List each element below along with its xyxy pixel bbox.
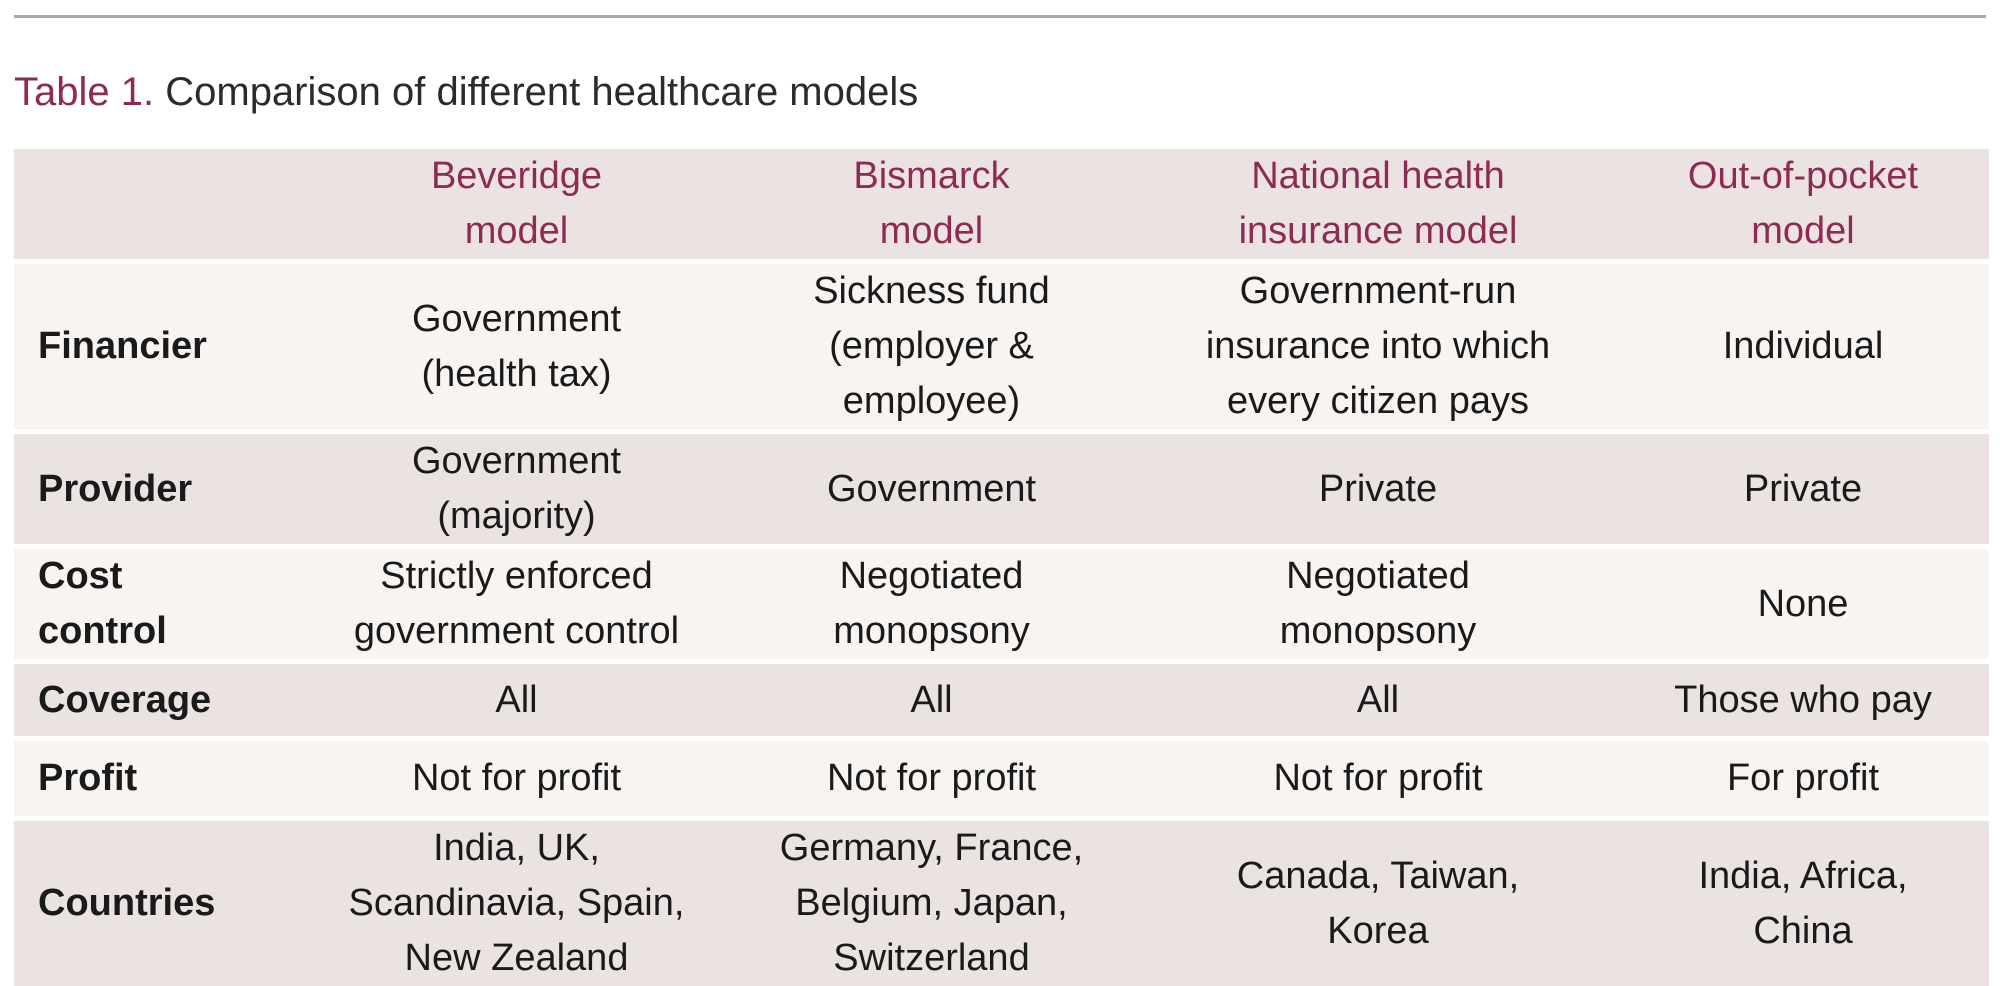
header-corner-cell [14,149,309,262]
table-cell: Not for profit [309,739,724,819]
table-cell: None [1617,547,1989,662]
table-cell: All [309,662,724,739]
table-cell: India, Africa, China [1617,819,1989,986]
table-cell: Sickness fund (employer & employee) [724,262,1139,432]
table-cell: Negotiated monopsony [1139,547,1617,662]
row-label-countries: Countries [14,819,309,986]
table-header-row: Beveridge model Bismarck model National … [14,149,1989,262]
table-row-provider: Provider Government (majority) Governmen… [14,432,1989,547]
table-row-coverage: Coverage All All All Those who pay [14,662,1989,739]
table-cell: Government [724,432,1139,547]
table-cell: Government-run insurance into which ever… [1139,262,1617,432]
table-row-financier: Financier Government (health tax) Sickne… [14,262,1989,432]
top-divider [14,15,1986,18]
table-row-cost-control: Cost control Strictly enforced governmen… [14,547,1989,662]
row-label-financier: Financier [14,262,309,432]
header-out-of-pocket-model: Out-of-pocket model [1617,149,1989,262]
table-cell: Germany, France, Belgium, Japan, Switzer… [724,819,1139,986]
header-label: National health insurance model [1239,149,1518,259]
row-label-profit: Profit [14,739,309,819]
table-cell: Government (majority) [309,432,724,547]
table-cell: Negotiated monopsony [724,547,1139,662]
row-label-coverage: Coverage [14,662,309,739]
header-label: Bismarck model [853,149,1009,259]
table-cell: Private [1617,432,1989,547]
table-cell: For profit [1617,739,1989,819]
header-label: Out-of-pocket model [1688,149,1918,259]
table-cell: Private [1139,432,1617,547]
healthcare-models-table: Beveridge model Bismarck model National … [14,149,1989,986]
table-cell: Government (health tax) [309,262,724,432]
caption-label: Table 1. [14,70,154,114]
table-cell: Not for profit [1139,739,1617,819]
row-label-provider: Provider [14,432,309,547]
table-caption: Table 1. Comparison of different healthc… [14,62,918,122]
table-row-countries: Countries India, UK, Scandinavia, Spain,… [14,819,1989,986]
table-cell: Canada, Taiwan, Korea [1139,819,1617,986]
table-cell: All [1139,662,1617,739]
table-cell: Strictly enforced government control [309,547,724,662]
header-national-health-insurance-model: National health insurance model [1139,149,1617,262]
header-label: Beveridge model [431,149,602,259]
caption-title: Comparison of different healthcare model… [165,70,918,114]
header-beveridge-model: Beveridge model [309,149,724,262]
table-cell: India, UK, Scandinavia, Spain, New Zeala… [309,819,724,986]
row-label-cost-control: Cost control [14,547,309,662]
table-cell: All [724,662,1139,739]
table-row-profit: Profit Not for profit Not for profit Not… [14,739,1989,819]
table-cell: Individual [1617,262,1989,432]
table-cell: Those who pay [1617,662,1989,739]
table-cell: Not for profit [724,739,1139,819]
header-bismarck-model: Bismarck model [724,149,1139,262]
